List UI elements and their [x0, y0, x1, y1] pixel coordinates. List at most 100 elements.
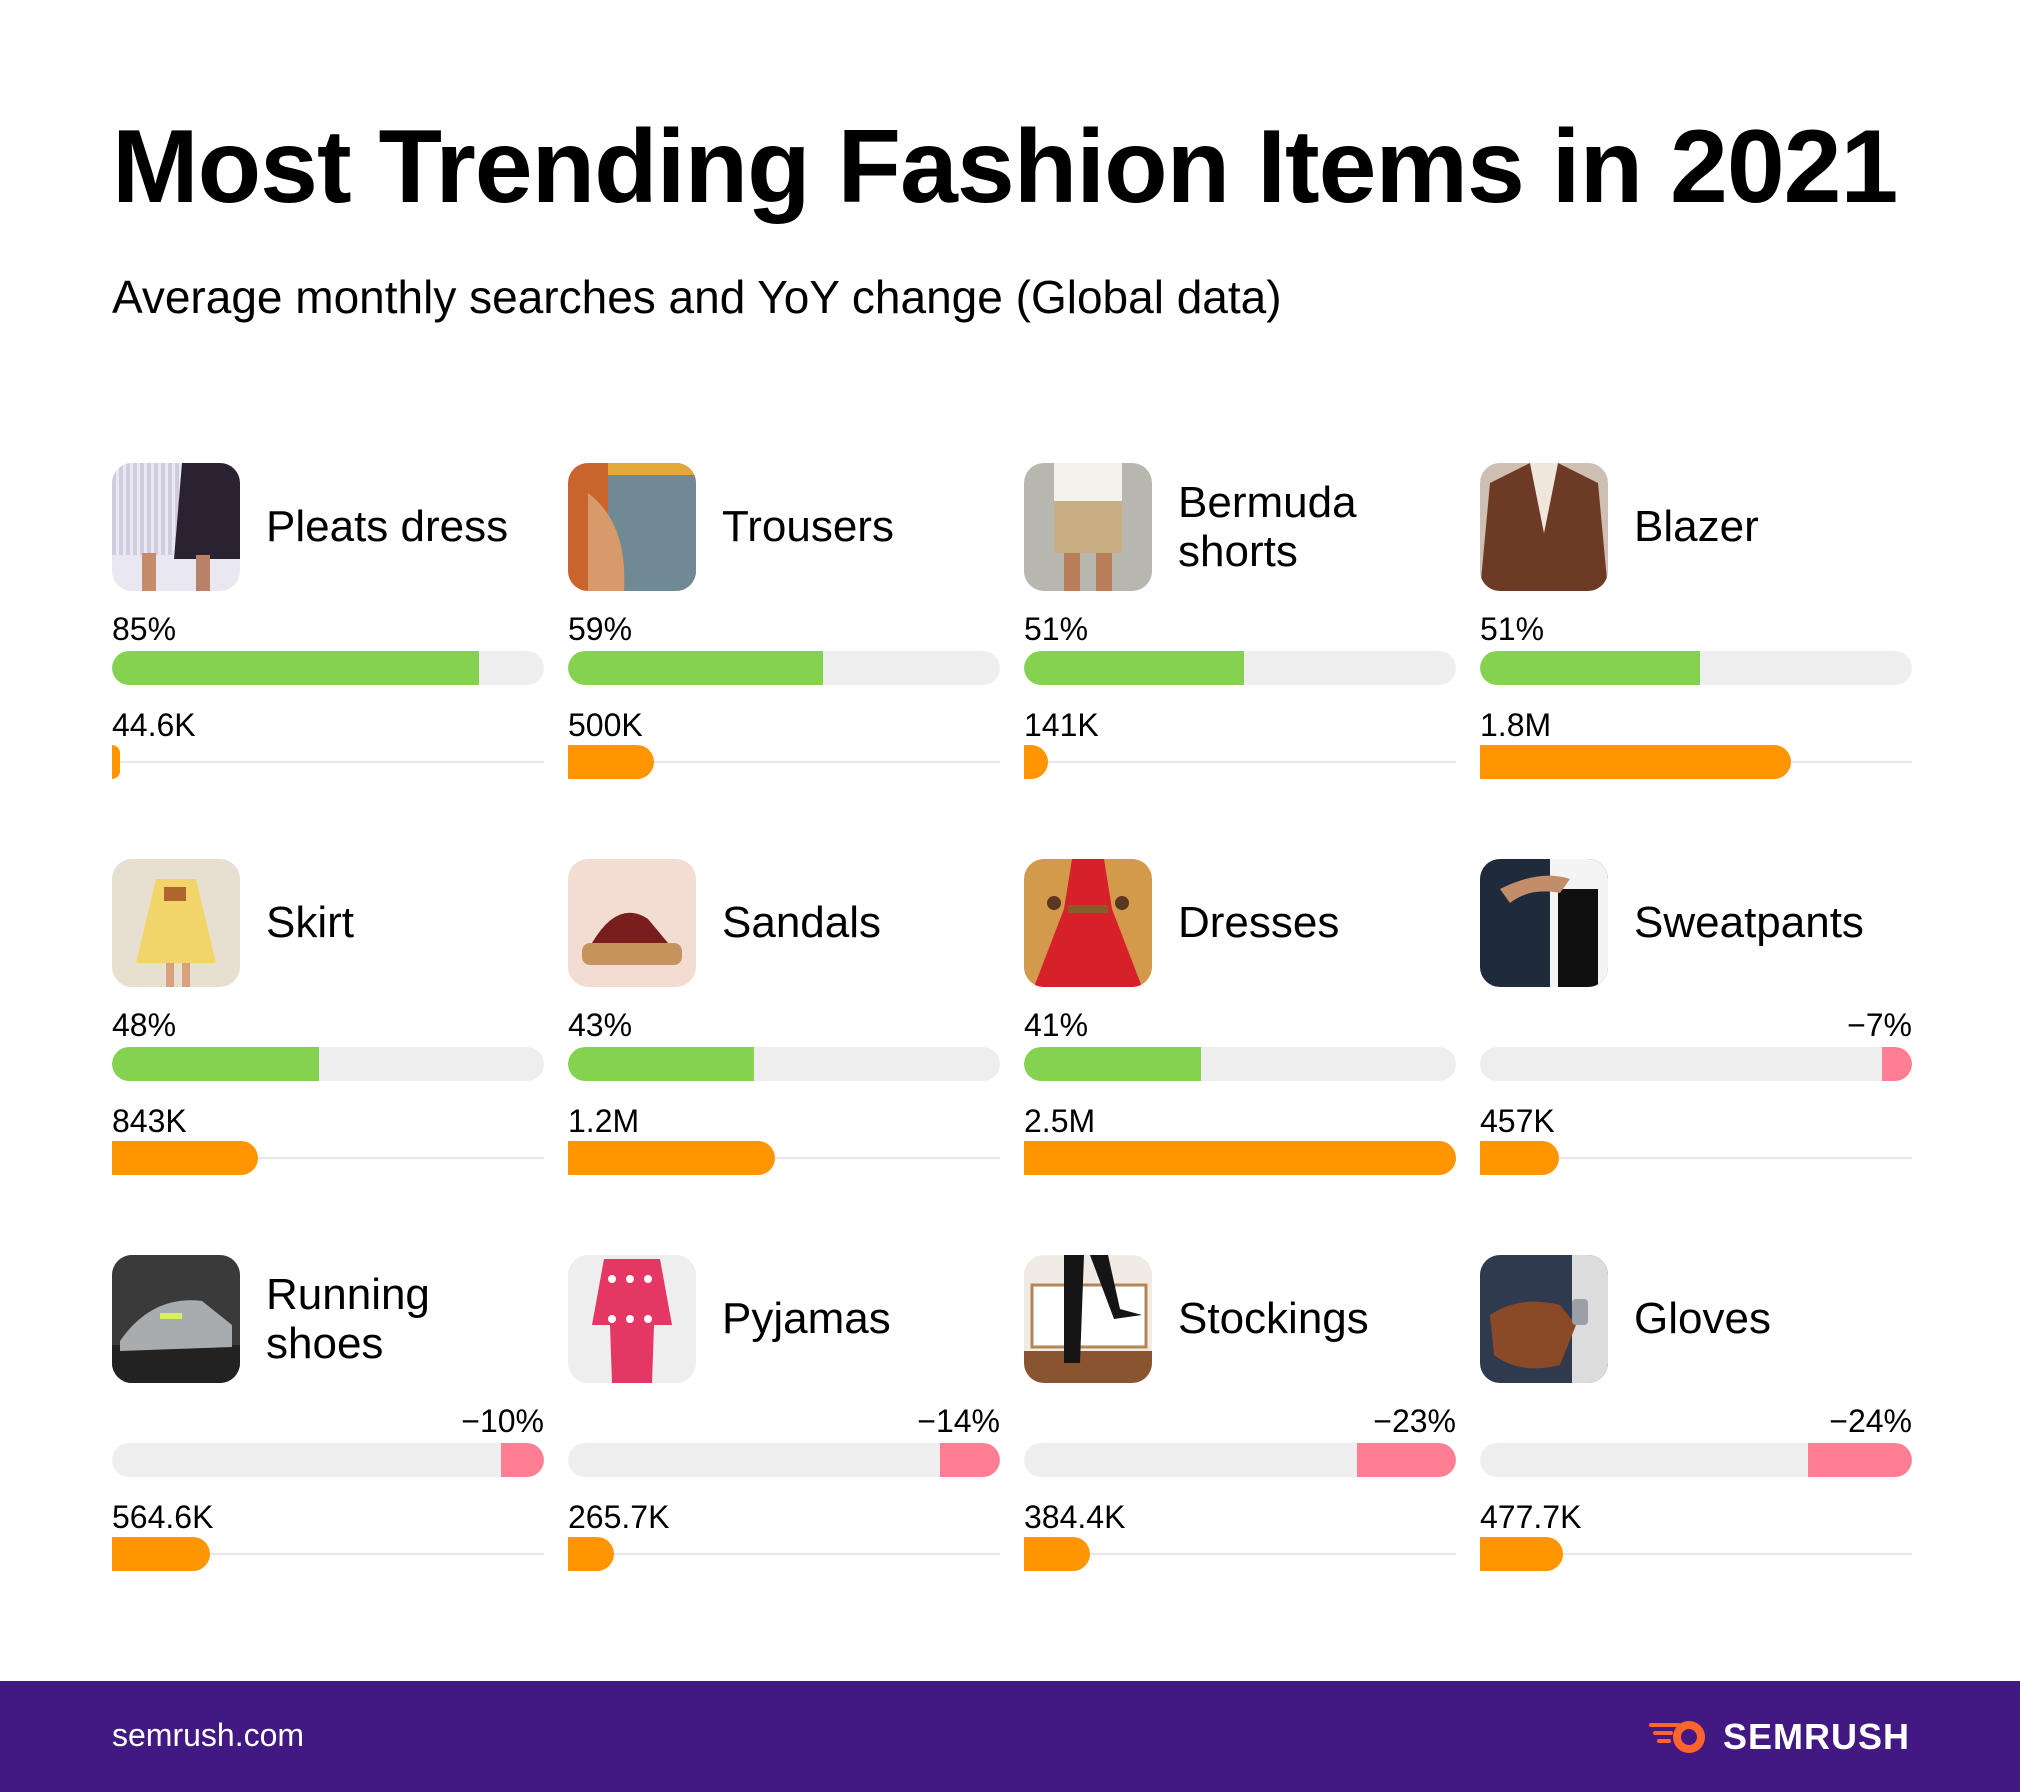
dresses-photo-image: [1024, 859, 1152, 987]
pyjamas-photo: [568, 1255, 696, 1383]
searches-bar-baseline: [112, 1553, 544, 1555]
yoy-bar-negative: [1357, 1443, 1456, 1477]
item-card: Pyjamas −14% 265.7K: [568, 1255, 1000, 1595]
semrush-logo-icon: [1648, 1721, 1705, 1753]
monthly-searches-label: 1.8M: [1480, 707, 1552, 743]
skirt-photo-image: [112, 859, 240, 987]
item-name: Pyjamas: [722, 1294, 891, 1344]
searches-bar: [568, 745, 654, 779]
item-card: Running shoes −10% 564.6K: [112, 1255, 544, 1595]
searches-bar-baseline: [112, 1157, 544, 1159]
yoy-bar-positive: [568, 1047, 754, 1081]
item-card: Sweatpants −7% 457K: [1480, 859, 1912, 1199]
yoy-bar-negative: [1808, 1443, 1912, 1477]
yoy-change-label: −7%: [1847, 1007, 1912, 1043]
running-shoes-photo: [112, 1255, 240, 1383]
bermuda-shorts-photo-image: [1024, 463, 1152, 591]
searches-bar: [1480, 1141, 1559, 1175]
yoy-change-label: 43%: [568, 1007, 633, 1043]
footer-source-link[interactable]: semrush.com: [112, 1717, 305, 1753]
item-card: Skirt 48% 843K: [112, 859, 544, 1199]
stockings-photo-image: [1024, 1255, 1152, 1383]
yoy-bar-positive: [112, 1047, 319, 1081]
yoy-bar-positive: [1480, 651, 1700, 685]
yoy-bar-negative: [1882, 1047, 1912, 1081]
searches-bar: [1024, 1537, 1090, 1571]
searches-bar: [112, 1537, 210, 1571]
blazer-photo-image: [1480, 463, 1608, 591]
yoy-bar-track: [1024, 1047, 1456, 1081]
pleats-dress-photo: [112, 463, 240, 591]
yoy-change-label: −14%: [917, 1403, 1000, 1439]
item-name: Stockings: [1178, 1294, 1369, 1344]
blazer-photo: [1480, 463, 1608, 591]
yoy-bar-track: [1480, 1047, 1912, 1081]
monthly-searches-label: 2.5M: [1024, 1103, 1096, 1139]
page-title: Most Trending Fashion Items in 2021: [112, 109, 1898, 225]
searches-bar-baseline: [568, 761, 1000, 763]
item-name: Skirt: [266, 898, 354, 948]
searches-bar-baseline: [568, 1157, 1000, 1159]
searches-bar: [112, 1141, 258, 1175]
searches-bar-baseline: [1024, 1553, 1456, 1555]
page-subtitle: Average monthly searches and YoY change …: [112, 271, 1282, 323]
item-name: Dresses: [1178, 898, 1340, 948]
brand-wordmark: SEMRUSH: [1722, 1716, 1910, 1757]
pyjamas-photo-image: [568, 1255, 696, 1383]
item-name: Gloves: [1634, 1294, 1771, 1344]
item-card: Gloves −24% 477.7K: [1480, 1255, 1912, 1595]
gloves-photo: [1480, 1255, 1608, 1383]
monthly-searches-label: 141K: [1024, 707, 1099, 743]
monthly-searches-label: 1.2M: [568, 1103, 640, 1139]
item-name: Running shoes: [266, 1269, 430, 1368]
item-card: Stockings −23% 384.4K: [1024, 1255, 1456, 1595]
yoy-change-label: 51%: [1024, 611, 1089, 647]
skirt-photo: [112, 859, 240, 987]
item-name: Bermuda shorts: [1178, 477, 1357, 576]
chart-grid: Pleats dress 85% 44.6K Trousers 59% 500K Bermu…: [112, 463, 1912, 1595]
yoy-bar-track: [568, 651, 1000, 685]
yoy-bar-positive: [1024, 651, 1244, 685]
item-card: Pleats dress 85% 44.6K: [112, 463, 544, 803]
brand-logo: SEMRUSH: [1648, 1713, 1910, 1761]
yoy-bar-track: [568, 1443, 1000, 1477]
searches-bar: [1024, 1141, 1456, 1175]
item-card: Dresses 41% 2.5M: [1024, 859, 1456, 1199]
monthly-searches-label: 384.4K: [1024, 1499, 1126, 1535]
yoy-bar-track: [1480, 1443, 1912, 1477]
yoy-change-label: −24%: [1829, 1403, 1912, 1439]
yoy-bar-negative: [940, 1443, 1000, 1477]
item-card: Bermuda shorts 51% 141K: [1024, 463, 1456, 803]
stockings-photo: [1024, 1255, 1152, 1383]
running-shoes-photo-image: [112, 1255, 240, 1383]
footer: semrush.com SEMRUSH: [0, 1681, 2020, 1792]
yoy-bar-track: [112, 1047, 544, 1081]
yoy-bar-track: [112, 1443, 544, 1477]
yoy-bar-track: [1024, 1443, 1456, 1477]
monthly-searches-label: 265.7K: [568, 1499, 670, 1535]
trousers-photo: [568, 463, 696, 591]
sandals-photo-image: [568, 859, 696, 987]
searches-bar: [1480, 1537, 1563, 1571]
searches-bar-baseline: [568, 1553, 1000, 1555]
item-card: Trousers 59% 500K: [568, 463, 1000, 803]
item-name: Sweatpants: [1634, 898, 1864, 948]
yoy-bar-positive: [568, 651, 823, 685]
yoy-change-label: 41%: [1024, 1007, 1089, 1043]
yoy-change-label: 51%: [1480, 611, 1545, 647]
item-card: Sandals 43% 1.2M: [568, 859, 1000, 1199]
yoy-bar-track: [1480, 651, 1912, 685]
sandals-photo: [568, 859, 696, 987]
yoy-change-label: 85%: [112, 611, 177, 647]
searches-bar: [568, 1141, 775, 1175]
yoy-change-label: −10%: [461, 1403, 544, 1439]
yoy-bar-negative: [501, 1443, 544, 1477]
trousers-photo-image: [568, 463, 696, 591]
gloves-photo-image: [1480, 1255, 1608, 1383]
searches-bar-baseline: [112, 761, 544, 763]
pleats-dress-photo-image: [112, 463, 240, 591]
searches-bar-baseline: [1480, 1553, 1912, 1555]
yoy-bar-track: [112, 651, 544, 685]
monthly-searches-label: 44.6K: [112, 707, 196, 743]
monthly-searches-label: 564.6K: [112, 1499, 214, 1535]
